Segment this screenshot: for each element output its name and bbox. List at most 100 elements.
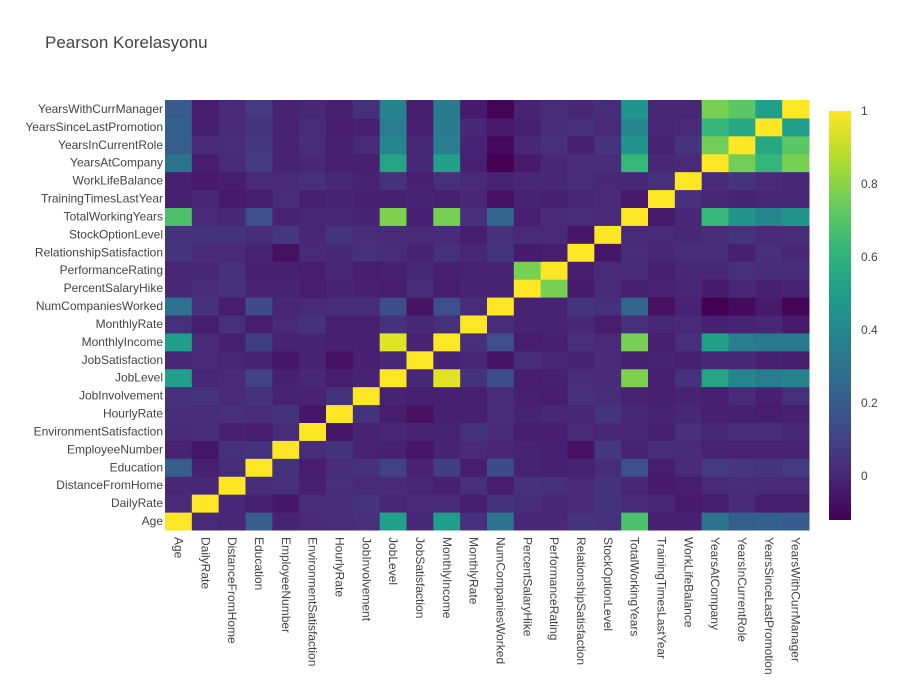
heatmap-cell[interactable] [540,386,568,406]
heatmap-cell[interactable] [487,332,515,352]
heatmap-cell[interactable] [648,117,676,137]
heatmap-cell[interactable] [218,243,246,262]
heatmap-cell[interactable] [379,368,407,388]
heatmap-cell[interactable] [218,189,246,208]
heatmap-cell[interactable] [379,135,407,155]
heatmap-cell[interactable] [299,279,327,298]
heatmap-cell[interactable] [299,440,327,459]
heatmap-cell[interactable] [165,100,193,119]
heatmap-cell[interactable] [513,476,542,495]
heatmap-cell[interactable] [433,315,461,334]
heatmap-cell[interactable] [433,350,461,370]
heatmap-cell[interactable] [487,225,515,244]
heatmap-cell[interactable] [540,153,568,173]
heatmap-cell[interactable] [165,135,193,155]
heatmap-cell[interactable] [433,117,461,137]
heatmap-cell[interactable] [299,100,327,119]
heatmap-cell[interactable] [406,117,434,137]
heatmap-cell[interactable] [540,315,568,334]
heatmap-cell[interactable] [191,297,220,316]
heatmap-cell[interactable] [460,458,488,477]
heatmap-cell[interactable] [460,422,488,441]
heatmap-cell[interactable] [272,153,300,173]
heatmap-cell[interactable] [540,350,568,370]
heatmap-cell[interactable] [299,512,327,531]
heatmap-cell[interactable] [674,100,703,119]
heatmap-cell[interactable] [406,512,434,531]
heatmap-cell[interactable] [326,297,354,316]
heatmap-cell[interactable] [299,350,327,370]
heatmap-cell[interactable] [245,422,273,441]
heatmap-cell[interactable] [621,458,649,477]
heatmap-cell[interactable] [218,476,246,495]
heatmap-cell[interactable] [433,153,461,173]
heatmap-cell[interactable] [326,332,354,352]
heatmap-cell[interactable] [245,404,273,423]
heatmap-cell[interactable] [755,368,783,388]
heatmap-cell[interactable] [326,243,354,262]
heatmap-cell[interactable] [782,171,810,191]
heatmap-cell[interactable] [245,279,273,298]
heatmap-cell[interactable] [648,350,676,370]
heatmap-cell[interactable] [326,225,354,244]
heatmap-cell[interactable] [782,458,810,477]
heatmap-cell[interactable] [165,494,193,513]
heatmap-cell[interactable] [352,243,381,262]
heatmap-cell[interactable] [513,243,542,262]
heatmap-cell[interactable] [326,117,354,137]
heatmap-cell[interactable] [594,368,622,388]
heatmap-cell[interactable] [406,279,434,298]
heatmap-cell[interactable] [272,279,300,298]
heatmap-cell[interactable] [218,279,246,298]
heatmap-cell[interactable] [191,207,220,226]
heatmap-cell[interactable] [352,476,381,495]
heatmap-cell[interactable] [191,404,220,423]
heatmap-cell[interactable] [218,386,246,406]
heatmap-cell[interactable] [379,207,407,226]
heatmap-cell[interactable] [567,315,595,334]
heatmap-cell[interactable] [701,386,729,406]
heatmap-cell[interactable] [326,189,354,208]
heatmap-cell[interactable] [406,440,434,459]
heatmap-cell[interactable] [406,261,434,280]
heatmap-cell[interactable] [460,350,488,370]
heatmap-cell[interactable] [755,153,783,173]
heatmap-cell[interactable] [782,368,810,388]
heatmap-cell[interactable] [433,135,461,155]
heatmap-cell[interactable] [165,117,193,137]
heatmap-cell[interactable] [352,189,381,208]
heatmap-cell[interactable] [674,512,703,531]
heatmap-cell[interactable] [782,297,810,316]
heatmap-cell[interactable] [379,100,407,119]
heatmap-cell[interactable] [352,153,381,173]
heatmap-cell[interactable] [487,100,515,119]
heatmap-cell[interactable] [674,332,703,352]
heatmap-cell[interactable] [406,171,434,191]
heatmap-cell[interactable] [191,117,220,137]
heatmap-cell[interactable] [540,332,568,352]
heatmap-cell[interactable] [165,332,193,352]
heatmap-cell[interactable] [406,100,434,119]
heatmap-cell[interactable] [326,404,354,423]
heatmap-cell[interactable] [460,404,488,423]
heatmap-cell[interactable] [433,332,461,352]
heatmap-cell[interactable] [272,135,300,155]
heatmap-cell[interactable] [352,422,381,441]
heatmap-cell[interactable] [433,476,461,495]
heatmap-cell[interactable] [782,386,810,406]
heatmap-cell[interactable] [648,100,676,119]
heatmap-cell[interactable] [191,332,220,352]
heatmap-cell[interactable] [352,386,381,406]
heatmap-cell[interactable] [513,368,542,388]
heatmap-cell[interactable] [191,225,220,244]
heatmap-cell[interactable] [701,332,729,352]
heatmap-cell[interactable] [648,135,676,155]
heatmap-cell[interactable] [567,207,595,226]
heatmap-cell[interactable] [728,476,756,495]
heatmap-cell[interactable] [460,243,488,262]
heatmap-cell[interactable] [165,297,193,316]
heatmap-cell[interactable] [513,332,542,352]
heatmap-cell[interactable] [460,100,488,119]
heatmap-cell[interactable] [728,332,756,352]
heatmap-cell[interactable] [191,279,220,298]
